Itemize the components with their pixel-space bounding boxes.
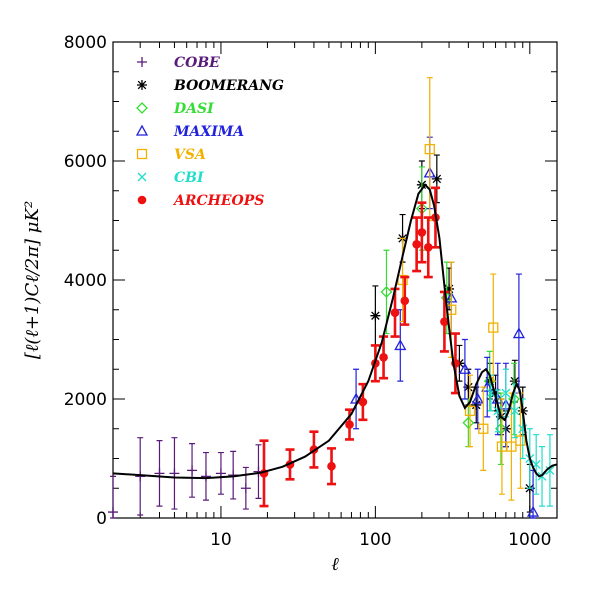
- data-point: [379, 353, 388, 362]
- data-point: [412, 240, 421, 249]
- x-axis-label: ℓ: [331, 554, 339, 575]
- y-tick-label: 2000: [64, 390, 107, 410]
- legend-marker: [137, 172, 147, 182]
- data-point: [358, 397, 368, 407]
- legend-marker: [135, 124, 149, 136]
- data-point: [187, 465, 198, 476]
- data-point: [462, 416, 475, 429]
- legend-entry-maxima: MAXIMA: [135, 124, 244, 140]
- y-tick-label: 8000: [64, 33, 107, 53]
- legend-entry-cobe: COBE: [137, 55, 220, 71]
- data-point: [526, 505, 540, 517]
- legend-label: ARCHEOPS: [172, 193, 264, 209]
- error-bar: [497, 392, 504, 466]
- error-bar: [480, 386, 487, 471]
- error-bar: [467, 374, 474, 448]
- series-archeops: [259, 186, 460, 508]
- data-point: [512, 327, 526, 339]
- y-tick-label: 4000: [64, 271, 107, 291]
- legend-entry-boomerang: BOOMERANG: [137, 78, 284, 94]
- error-bar: [353, 368, 360, 430]
- data-point: [509, 376, 520, 387]
- data-point: [108, 507, 118, 518]
- legend-label: MAXIMA: [173, 124, 244, 140]
- data-point: [200, 471, 211, 482]
- x-tick-label: 100: [359, 530, 391, 550]
- data-point: [327, 461, 336, 471]
- legend-label: VSA: [174, 147, 206, 163]
- data-point: [394, 339, 407, 351]
- error-bar: [498, 398, 505, 495]
- data-point: [508, 393, 520, 405]
- data-point: [478, 423, 489, 434]
- data-point: [431, 173, 442, 184]
- legend-marker: [136, 148, 148, 160]
- y-tick-label: 0: [96, 509, 107, 529]
- legend: COBE BOOMERANG DASI MAXIMA VSA CBI ARCHEOPS: [135, 55, 284, 209]
- data-point: [464, 405, 476, 417]
- data-point: [471, 392, 484, 404]
- legend-marker: [137, 57, 147, 67]
- data-point: [423, 242, 433, 252]
- data-point: [515, 435, 526, 446]
- x-tick-label: 1000: [508, 530, 551, 550]
- data-point: [370, 310, 381, 321]
- legend-label: BOOMERANG: [173, 78, 284, 94]
- legend-label: COBE: [174, 55, 220, 71]
- data-point: [506, 441, 517, 452]
- data-point: [417, 228, 427, 237]
- data-point: [345, 420, 354, 429]
- data-point: [471, 399, 482, 410]
- legend-entry-archeops: ARCHEOPS: [137, 193, 264, 209]
- legend-marker: [137, 80, 147, 90]
- legend-label: CBI: [174, 170, 204, 186]
- legend-marker: [137, 195, 147, 205]
- legend-marker: [136, 102, 148, 114]
- plot-area: [108, 77, 558, 519]
- series-cobe: [108, 437, 264, 519]
- error-bar: [484, 356, 491, 418]
- data-point: [444, 283, 455, 294]
- series-vsa: [397, 77, 526, 501]
- x-tick-label: 10: [210, 530, 232, 550]
- data-point: [488, 322, 499, 333]
- error-bar: [461, 338, 468, 400]
- data-point: [400, 296, 410, 306]
- legend-entry-dasi: DASI: [136, 101, 214, 117]
- error-bar: [490, 273, 497, 382]
- data-point: [390, 308, 400, 318]
- data-point: [510, 406, 520, 416]
- data-point: [463, 382, 474, 393]
- data-point: [545, 465, 555, 475]
- data-point: [458, 362, 472, 374]
- data-point: [240, 483, 251, 494]
- y-tick-label: 6000: [64, 152, 107, 172]
- data-point: [440, 317, 449, 326]
- axis-ticks: [112, 41, 557, 519]
- y-axis-label: [ℓ(ℓ+1)Cℓ/2π] μK²: [22, 201, 43, 359]
- model-curve: [112, 183, 558, 480]
- legend-entry-vsa: VSA: [136, 147, 206, 163]
- tick-labels: 10 100 1000 0 2000 4000 6000 8000: [64, 33, 552, 550]
- data-point: [424, 143, 435, 155]
- data-point: [380, 285, 393, 298]
- legend-entry-cbi: CBI: [137, 170, 204, 186]
- data-point: [501, 388, 511, 398]
- legend-label: DASI: [173, 101, 214, 117]
